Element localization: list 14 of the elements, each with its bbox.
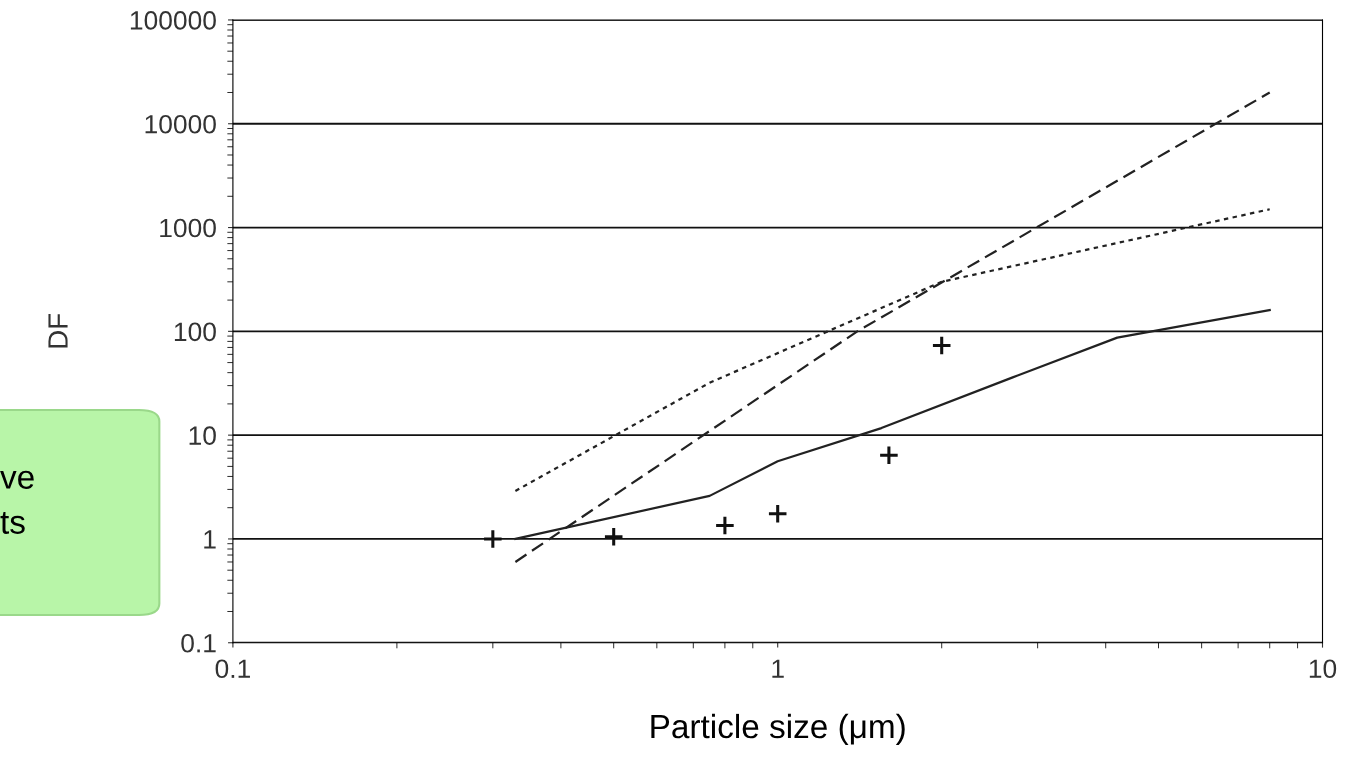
y-axis-title: DF: [48, 313, 68, 348]
y-tick-label: 10: [189, 426, 216, 445]
x-tick-label: 0.1: [215, 659, 250, 679]
y-tick-label: 1000: [160, 218, 216, 238]
y-tick-label: 0.1: [181, 633, 216, 653]
x-tick-label: 10: [1309, 659, 1337, 679]
y-tick-label: 100: [174, 322, 216, 342]
y-tick-label: 10000: [145, 114, 216, 134]
x-axis-title: Particle size (μm): [651, 713, 905, 745]
text: ts: [0, 512, 25, 534]
y-tick-label: 1: [204, 530, 216, 549]
y-tick-label: 100000: [130, 11, 216, 30]
x-tick-label: 1: [772, 659, 784, 678]
text: ve: [0, 470, 34, 489]
